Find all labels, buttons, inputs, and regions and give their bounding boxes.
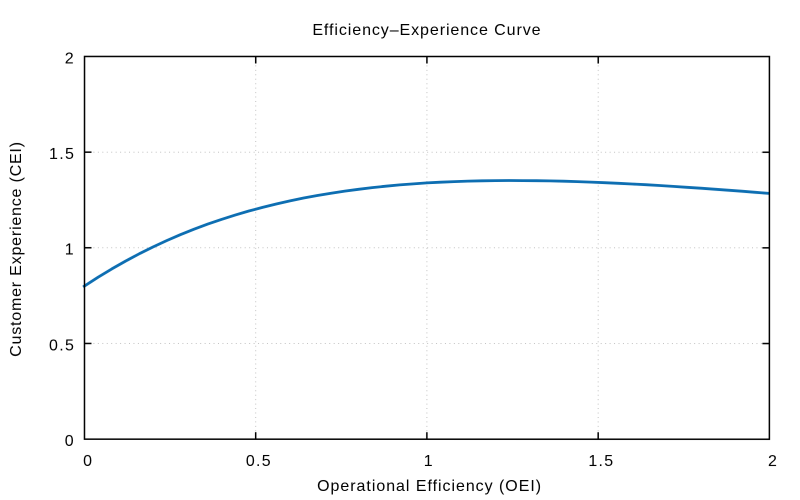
svg-text:0.5: 0.5 — [246, 453, 272, 470]
svg-text:2: 2 — [65, 50, 74, 67]
svg-text:0: 0 — [83, 453, 92, 470]
svg-text:2: 2 — [768, 453, 777, 470]
svg-text:1: 1 — [65, 242, 74, 259]
svg-text:Efficiency–Experience Curve: Efficiency–Experience Curve — [312, 22, 541, 39]
svg-text:Customer Experience (CEI): Customer Experience (CEI) — [8, 141, 25, 357]
svg-text:1.5: 1.5 — [588, 453, 614, 470]
svg-text:Operational Efficiency (OEI): Operational Efficiency (OEI) — [317, 478, 542, 495]
svg-text:1.5: 1.5 — [49, 146, 75, 163]
svg-text:1: 1 — [424, 453, 433, 470]
svg-text:0: 0 — [65, 433, 74, 450]
svg-text:0.5: 0.5 — [49, 337, 75, 354]
